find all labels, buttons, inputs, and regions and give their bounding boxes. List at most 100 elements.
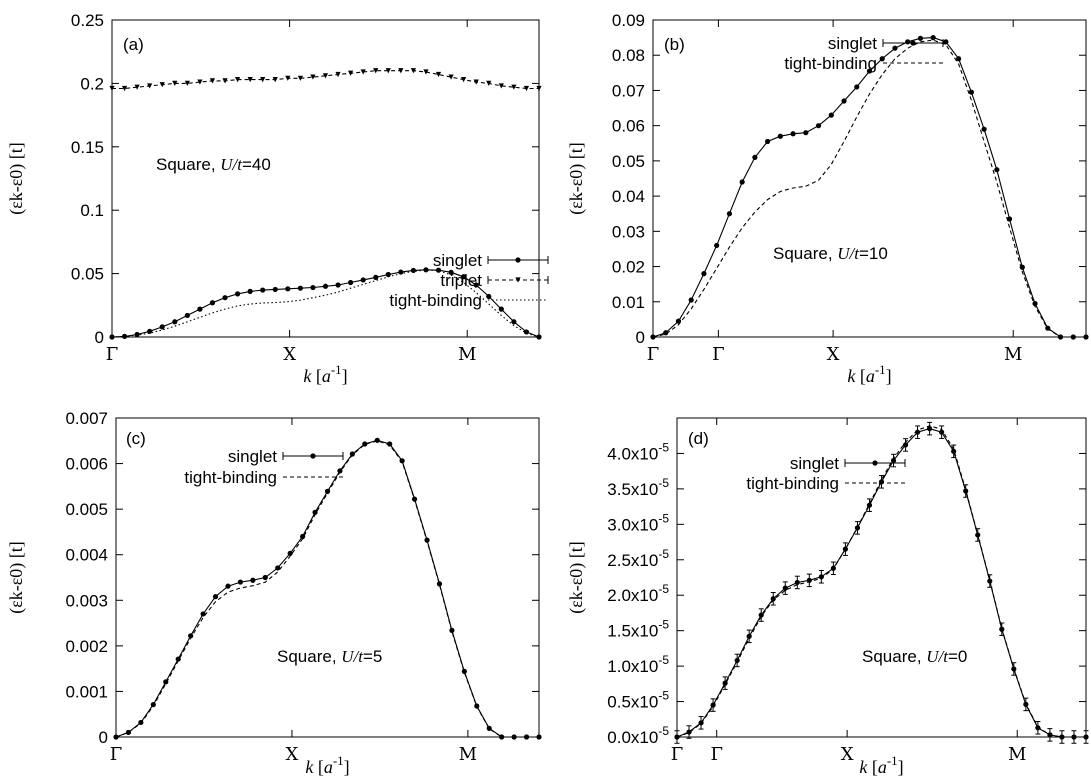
data-point [536,85,542,92]
y-tick-label: 2.0x10-5 [607,582,669,605]
plot-frame [676,417,1087,738]
series-line [652,39,1086,338]
annotation-value: =0 [948,647,967,666]
annotation: Square, U/t=10 [773,244,888,263]
y-tick-label: 0.05 [71,265,104,284]
x-axis-label: k [a-1] [305,753,349,777]
annotation-value: =10 [859,244,888,263]
y-tick-label: 0.05 [612,152,645,171]
data-point [250,577,256,583]
x-label-bracket: ] [342,366,348,386]
data-point [435,71,442,78]
data-point [247,288,253,294]
chart-panel-3: 0 0.001 0.002 0.003 0.004 0.005 0.006 0.007 Γ X M Γ… [6,409,723,777]
y-axis-label: (εk-ε0) [t] [566,142,587,215]
x-label-bracket: [ [867,757,878,777]
data-point [1006,216,1013,222]
data-point [815,123,822,129]
data-point [197,306,203,312]
legend-label: tight-binding [389,291,482,310]
data-point [225,583,231,589]
series-line [676,428,1086,738]
data-point [322,73,329,79]
x-tick-label: Γ [110,744,123,765]
legend-marker [872,460,878,466]
legend-entry: singlet [433,251,549,270]
data-point [385,271,391,278]
y-tick-label: 0.001 [65,682,108,701]
data-point [423,69,429,75]
data-point [473,79,479,85]
legend-marker [310,453,316,459]
data-point [297,285,303,291]
x-label-exponent: -1 [875,362,886,377]
x-label-bracket: [ [311,366,322,386]
y-tick-label: 0 [636,328,645,347]
legend-marker [515,257,521,263]
legend-label: singlet [828,34,877,53]
annotation-var: U/t [926,647,949,666]
x-tick-label: X [283,344,296,365]
data-point [726,211,733,217]
y-tick-label: 3.0x10-5 [607,511,669,534]
data-point [498,306,504,312]
data-point [172,319,178,325]
y-tick-label: 0.007 [65,409,108,428]
y-tick-label: 4.0x10-5 [607,440,669,463]
data-point [473,282,479,288]
legend-entry: triplet [440,271,549,290]
data-point [247,76,253,83]
data-point [234,76,241,83]
annotation: Square, U/t=5 [277,647,382,666]
x-tick-label: Γ [106,344,119,365]
data-point [337,468,343,474]
legend-label: singlet [228,447,277,466]
data-point [486,293,492,300]
annotation-prefix: Square, [862,647,926,666]
x-tick-label: Γ [712,344,725,365]
data-point [322,283,329,289]
y-axis-label: (εk-ε0) [t] [6,142,27,215]
y-tick-mantissa: 4.0x10 [607,444,658,463]
y-tick-label: 0.09 [612,11,645,30]
data-point [892,45,898,51]
legend-entry: singlet [828,34,944,53]
y-tick-label: 0.07 [612,81,645,100]
y-tick-label: 0.15 [71,138,104,157]
data-point [663,330,669,336]
series-line [111,269,540,338]
x-label-unit: a [878,757,887,777]
x-tick-label: X [286,744,299,765]
plot-frame [111,19,540,338]
chart-panel-1: 0 0.05 0.1 0.15 0.2 0.25 Γ X M Γk [a-1] (εk-ε0) [t… [6,11,725,386]
data-point [486,80,492,86]
data-point [752,154,758,160]
legend-label: tight-binding [746,474,839,493]
series-singlet [674,421,1089,744]
legend-marker [515,277,521,283]
x-tick-label: M [459,744,477,765]
data-point [688,297,694,303]
x-tick-label: Γ [647,344,660,365]
data-point [436,581,443,587]
data-point [385,68,391,74]
chart-panel-4: 0.0x10-50.5x10-51.0x10-51.5x10-52.0x10-5… [566,417,1089,777]
data-point [348,279,354,286]
data-point [335,71,341,78]
y-tick-exponent: -5 [658,440,669,454]
y-tick-label: 0 [99,728,108,747]
y-tick-label: 0.5x10-5 [607,689,669,712]
series-singlet [109,267,542,340]
data-point [172,80,178,86]
x-tick-label: X [841,744,854,765]
data-point [511,84,517,90]
y-tick-label: 1.0x10-5 [607,653,669,676]
x-label-bracket: ] [898,757,904,777]
panel-label: (d) [688,429,709,448]
x-axis-label: k [a-1] [859,753,903,777]
series-line [676,425,1086,738]
y-tick-mantissa: 0.5x10 [607,693,658,712]
x-label-exponent: -1 [331,362,342,377]
data-point [312,509,318,515]
y-tick-label: 0.2 [80,74,104,93]
